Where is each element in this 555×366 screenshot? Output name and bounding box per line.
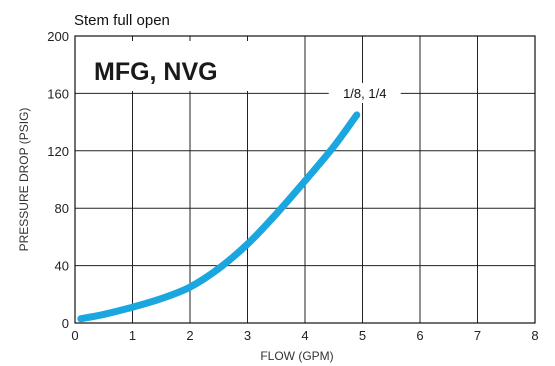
x-tick-label: 8 <box>531 328 538 343</box>
chart-title: MFG, NVG <box>94 58 218 86</box>
plot-frame <box>74 35 536 324</box>
series-label-bg <box>328 82 401 103</box>
y-tick-label: 40 <box>55 259 69 274</box>
x-tick-label: 6 <box>416 328 423 343</box>
x-tick-label: 3 <box>244 328 251 343</box>
x-tick-label: 7 <box>474 328 481 343</box>
series-label-background <box>328 82 401 103</box>
y-axis-title: PRESSURE DROP (PSIG) <box>17 108 31 252</box>
series-line <box>77 111 361 323</box>
x-tick-label: 2 <box>186 328 193 343</box>
title-background <box>80 41 270 91</box>
series-layer: 1/8, 1/4 <box>77 86 386 323</box>
y-tick-label: 0 <box>62 316 69 331</box>
y-tick-label: 120 <box>47 144 69 159</box>
x-tick-labels: 0 1 2 3 4 5 6 7 8 <box>71 328 538 343</box>
chart-subtitle: Stem full open <box>74 12 170 29</box>
x-tick-label: 1 <box>129 328 136 343</box>
y-tick-label: 160 <box>47 86 69 101</box>
series-label: 1/8, 1/4 <box>343 86 386 101</box>
title-box: MFG, NVG <box>80 41 270 91</box>
y-tick-label: 200 <box>47 29 69 44</box>
x-tick-label: 5 <box>359 328 366 343</box>
x-tick-label: 4 <box>301 328 308 343</box>
y-tick-labels: 0 40 80 120 160 200 <box>47 29 69 331</box>
x-axis-title: FLOW (GPM) <box>260 349 333 363</box>
y-tick-label: 80 <box>55 201 69 216</box>
x-tick-label: 0 <box>71 328 78 343</box>
